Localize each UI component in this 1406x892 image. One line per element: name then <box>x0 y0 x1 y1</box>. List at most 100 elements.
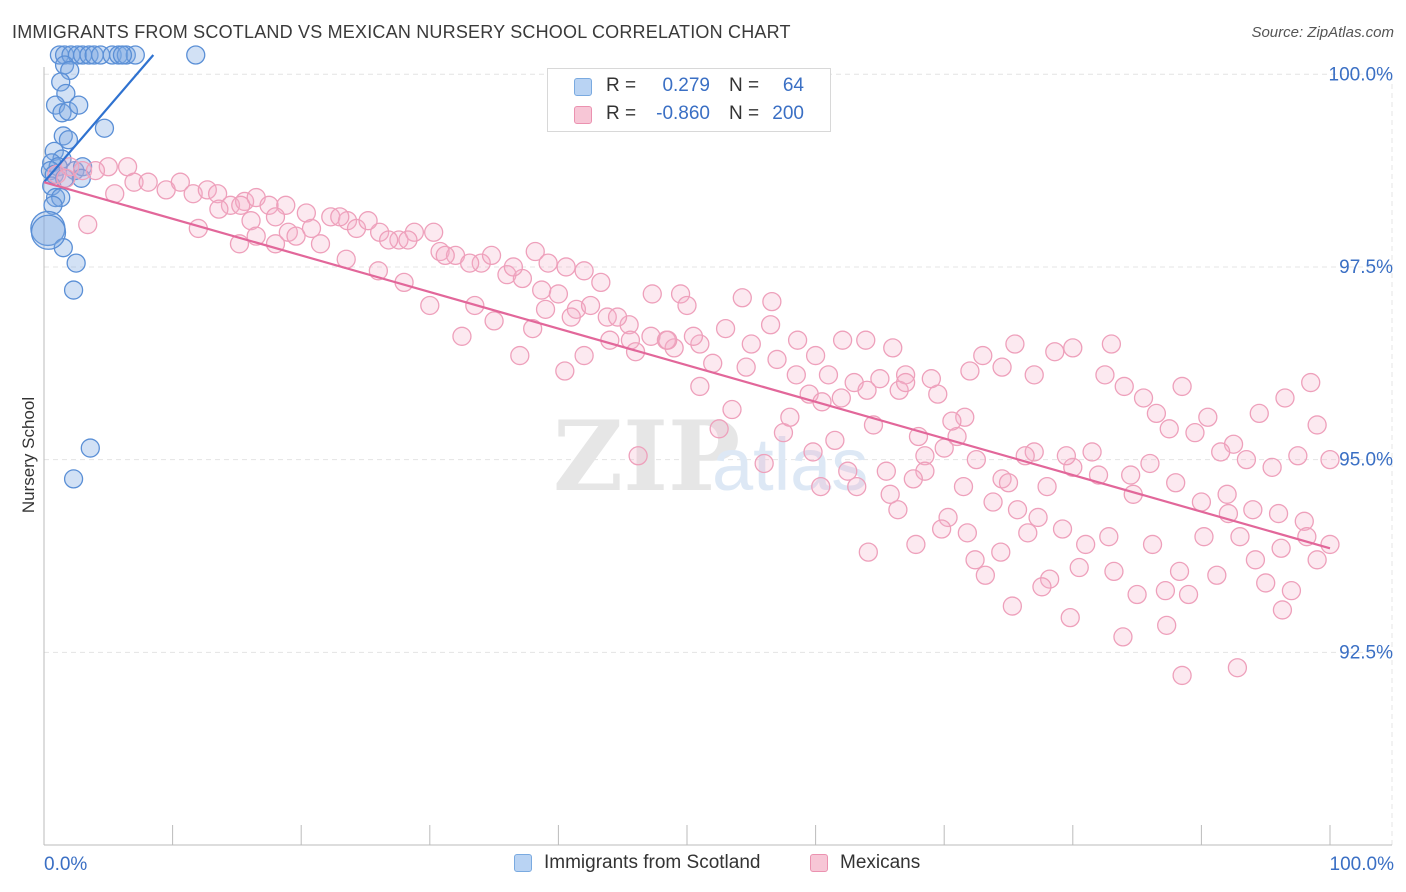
legend-n-label: N = <box>729 103 760 124</box>
point-mexicans <box>888 500 908 520</box>
point-mexicans <box>715 318 736 339</box>
point-mexicans <box>895 372 916 393</box>
legend-n-label: N = <box>729 75 760 96</box>
point-mexicans <box>231 195 251 215</box>
point-mexicans <box>1159 419 1179 439</box>
point-mexicans <box>1178 584 1199 605</box>
point-mexicans <box>658 330 678 350</box>
point-mexicans <box>1040 569 1060 589</box>
point-mexicans <box>574 261 594 281</box>
point-mexicans <box>1002 596 1023 616</box>
point-mexicans <box>1191 492 1212 512</box>
point-mexicans <box>1288 446 1308 466</box>
point-mexicans <box>703 353 723 373</box>
point-scotland <box>58 130 79 150</box>
point-mexicans <box>677 295 697 316</box>
point-mexicans <box>78 214 98 235</box>
point-mexicans <box>991 542 1011 562</box>
point-mexicans <box>1052 519 1073 539</box>
legend-row-scotland: R = 0.279 N = 64 <box>548 73 830 101</box>
point-mexicans <box>574 345 594 366</box>
point-scotland <box>69 95 89 115</box>
point-mexicans <box>310 234 331 254</box>
point-mexicans <box>358 211 378 231</box>
point-mexicans <box>762 291 782 312</box>
point-mexicans <box>197 180 217 200</box>
point-mexicans <box>1172 665 1192 686</box>
point-mexicans <box>1245 550 1266 570</box>
point-mexicans <box>1272 600 1293 620</box>
chart-title: IMMIGRANTS FROM SCOTLAND VS MEXICAN NURS… <box>12 22 791 42</box>
point-mexicans <box>938 507 958 528</box>
point-mexicans <box>481 245 502 266</box>
point-scotland <box>51 72 71 92</box>
point-mexicans <box>957 523 977 543</box>
point-mexicans <box>942 411 962 431</box>
grid-layer <box>44 73 1393 845</box>
point-mexicans <box>330 207 350 227</box>
bottom-legend-label-mexicans: Mexicans <box>840 852 921 873</box>
point-mexicans <box>435 245 455 266</box>
legend-n-value-scotland: 64 <box>782 75 804 96</box>
y-axis-label: Nursery School <box>19 397 38 513</box>
point-mexicans <box>1060 607 1080 628</box>
point-mexicans <box>1146 403 1167 424</box>
point-mexicans <box>973 345 993 366</box>
point-mexicans <box>241 211 261 231</box>
point-mexicans <box>398 230 418 250</box>
point-mexicans <box>1063 457 1083 477</box>
point-mexicans <box>1114 376 1134 397</box>
bottom-legend-swatch-mexicans <box>810 854 828 872</box>
point-mexicans <box>741 334 761 354</box>
point-mexicans <box>452 326 472 346</box>
point-scotland <box>63 280 84 300</box>
point-mexicans <box>903 469 923 489</box>
point-mexicans <box>600 330 620 350</box>
point-mexicans <box>966 449 986 470</box>
point-scotland <box>80 438 100 458</box>
point-mexicans <box>523 318 543 339</box>
trendline-mexicans <box>43 181 1331 550</box>
point-mexicans <box>138 172 158 192</box>
point-mexicans <box>124 172 144 192</box>
point-mexicans <box>760 315 781 335</box>
y-tick-label: 100.0% <box>1329 64 1394 85</box>
point-mexicans <box>857 380 877 400</box>
point-mexicans <box>883 338 903 358</box>
point-mexicans <box>1037 476 1057 497</box>
point-mexicans <box>1005 334 1025 354</box>
point-mexicans <box>1320 449 1340 470</box>
point-mexicans <box>619 315 639 335</box>
trendline-scotland <box>43 54 155 183</box>
point-mexicans <box>460 253 480 273</box>
point-mexicans <box>209 199 229 219</box>
point-mexicans <box>811 476 831 497</box>
point-mexicans <box>56 168 76 188</box>
point-mexicans <box>555 361 575 381</box>
point-mexicans <box>953 476 974 497</box>
point-mexicans <box>1227 658 1248 678</box>
point-mexicans <box>1069 557 1089 578</box>
point-mexicans <box>690 334 710 354</box>
source-label: Source: ZipAtlas.com <box>1251 24 1394 41</box>
y-tick-label: 97.5% <box>1339 257 1393 278</box>
y-tick-label: 92.5% <box>1339 642 1393 663</box>
legend-n-value-mexicans: 200 <box>772 103 804 124</box>
point-mexicans <box>525 241 545 262</box>
point-scotland <box>43 195 63 215</box>
point-mexicans <box>1271 538 1291 558</box>
point-mexicans <box>787 330 808 350</box>
x-tick-label-min: 0.0% <box>44 854 87 875</box>
point-mexicans <box>1088 465 1109 485</box>
point-mexicans <box>805 345 826 366</box>
point-mexicans <box>597 307 617 327</box>
point-mexicans <box>1262 457 1282 477</box>
point-mexicans <box>503 257 524 277</box>
point-mexicans <box>296 203 316 223</box>
point-mexicans <box>535 299 556 319</box>
point-mexicans <box>818 365 839 385</box>
point-mexicans <box>484 311 504 331</box>
point-mexicans <box>858 542 878 562</box>
point-mexicans <box>625 342 646 362</box>
